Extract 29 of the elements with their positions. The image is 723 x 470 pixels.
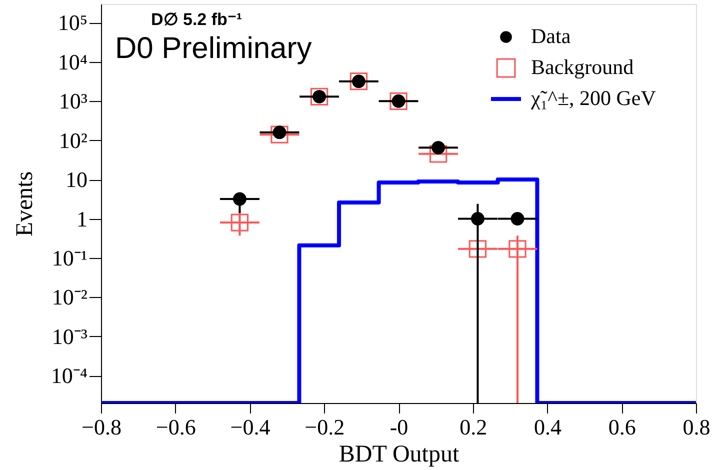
- x-tick-label: −0.2: [304, 414, 345, 440]
- x-tick-label: −0.4: [230, 414, 270, 440]
- y-tick-label: 10⁻²: [52, 284, 88, 310]
- x-tick-label: 0.4: [534, 414, 562, 440]
- x-tick-label: 0.6: [608, 414, 636, 440]
- point: [510, 212, 524, 226]
- y-tick-label: 10⁻⁴: [50, 363, 88, 388]
- y-tick-label: 10⁻³: [52, 324, 88, 349]
- y-axis-title: Events: [12, 171, 38, 237]
- legend-label: χ̃₁^±, 200 GeV: [530, 86, 656, 110]
- point: [471, 212, 484, 226]
- x-tick-label: 0.8: [682, 414, 710, 440]
- legend-label: Data: [531, 24, 572, 48]
- x-tick-label: 0.2: [460, 414, 488, 440]
- x-axis-title: BDT Output: [338, 442, 460, 468]
- y-tick-label: 10⁴: [58, 49, 88, 74]
- y-tick-label: 10⁻¹: [52, 245, 88, 270]
- y-tick-label: 1: [76, 206, 88, 232]
- y-tick-label: 10: [66, 167, 88, 192]
- point: [233, 192, 246, 206]
- legend-label: Background: [531, 55, 634, 79]
- x-tick-label: −0.8: [82, 414, 122, 440]
- annotation: D∅ 5.2 fb⁻¹: [151, 10, 242, 29]
- y-tick-label: 10⁵: [58, 10, 88, 36]
- x-tick-label: −0.6: [156, 414, 196, 440]
- y-tick-label: 10³: [58, 88, 88, 114]
- annotation: D0 Preliminary: [115, 32, 312, 65]
- x-tick-label: -0: [390, 414, 408, 440]
- y-tick-label: 10²: [58, 128, 88, 153]
